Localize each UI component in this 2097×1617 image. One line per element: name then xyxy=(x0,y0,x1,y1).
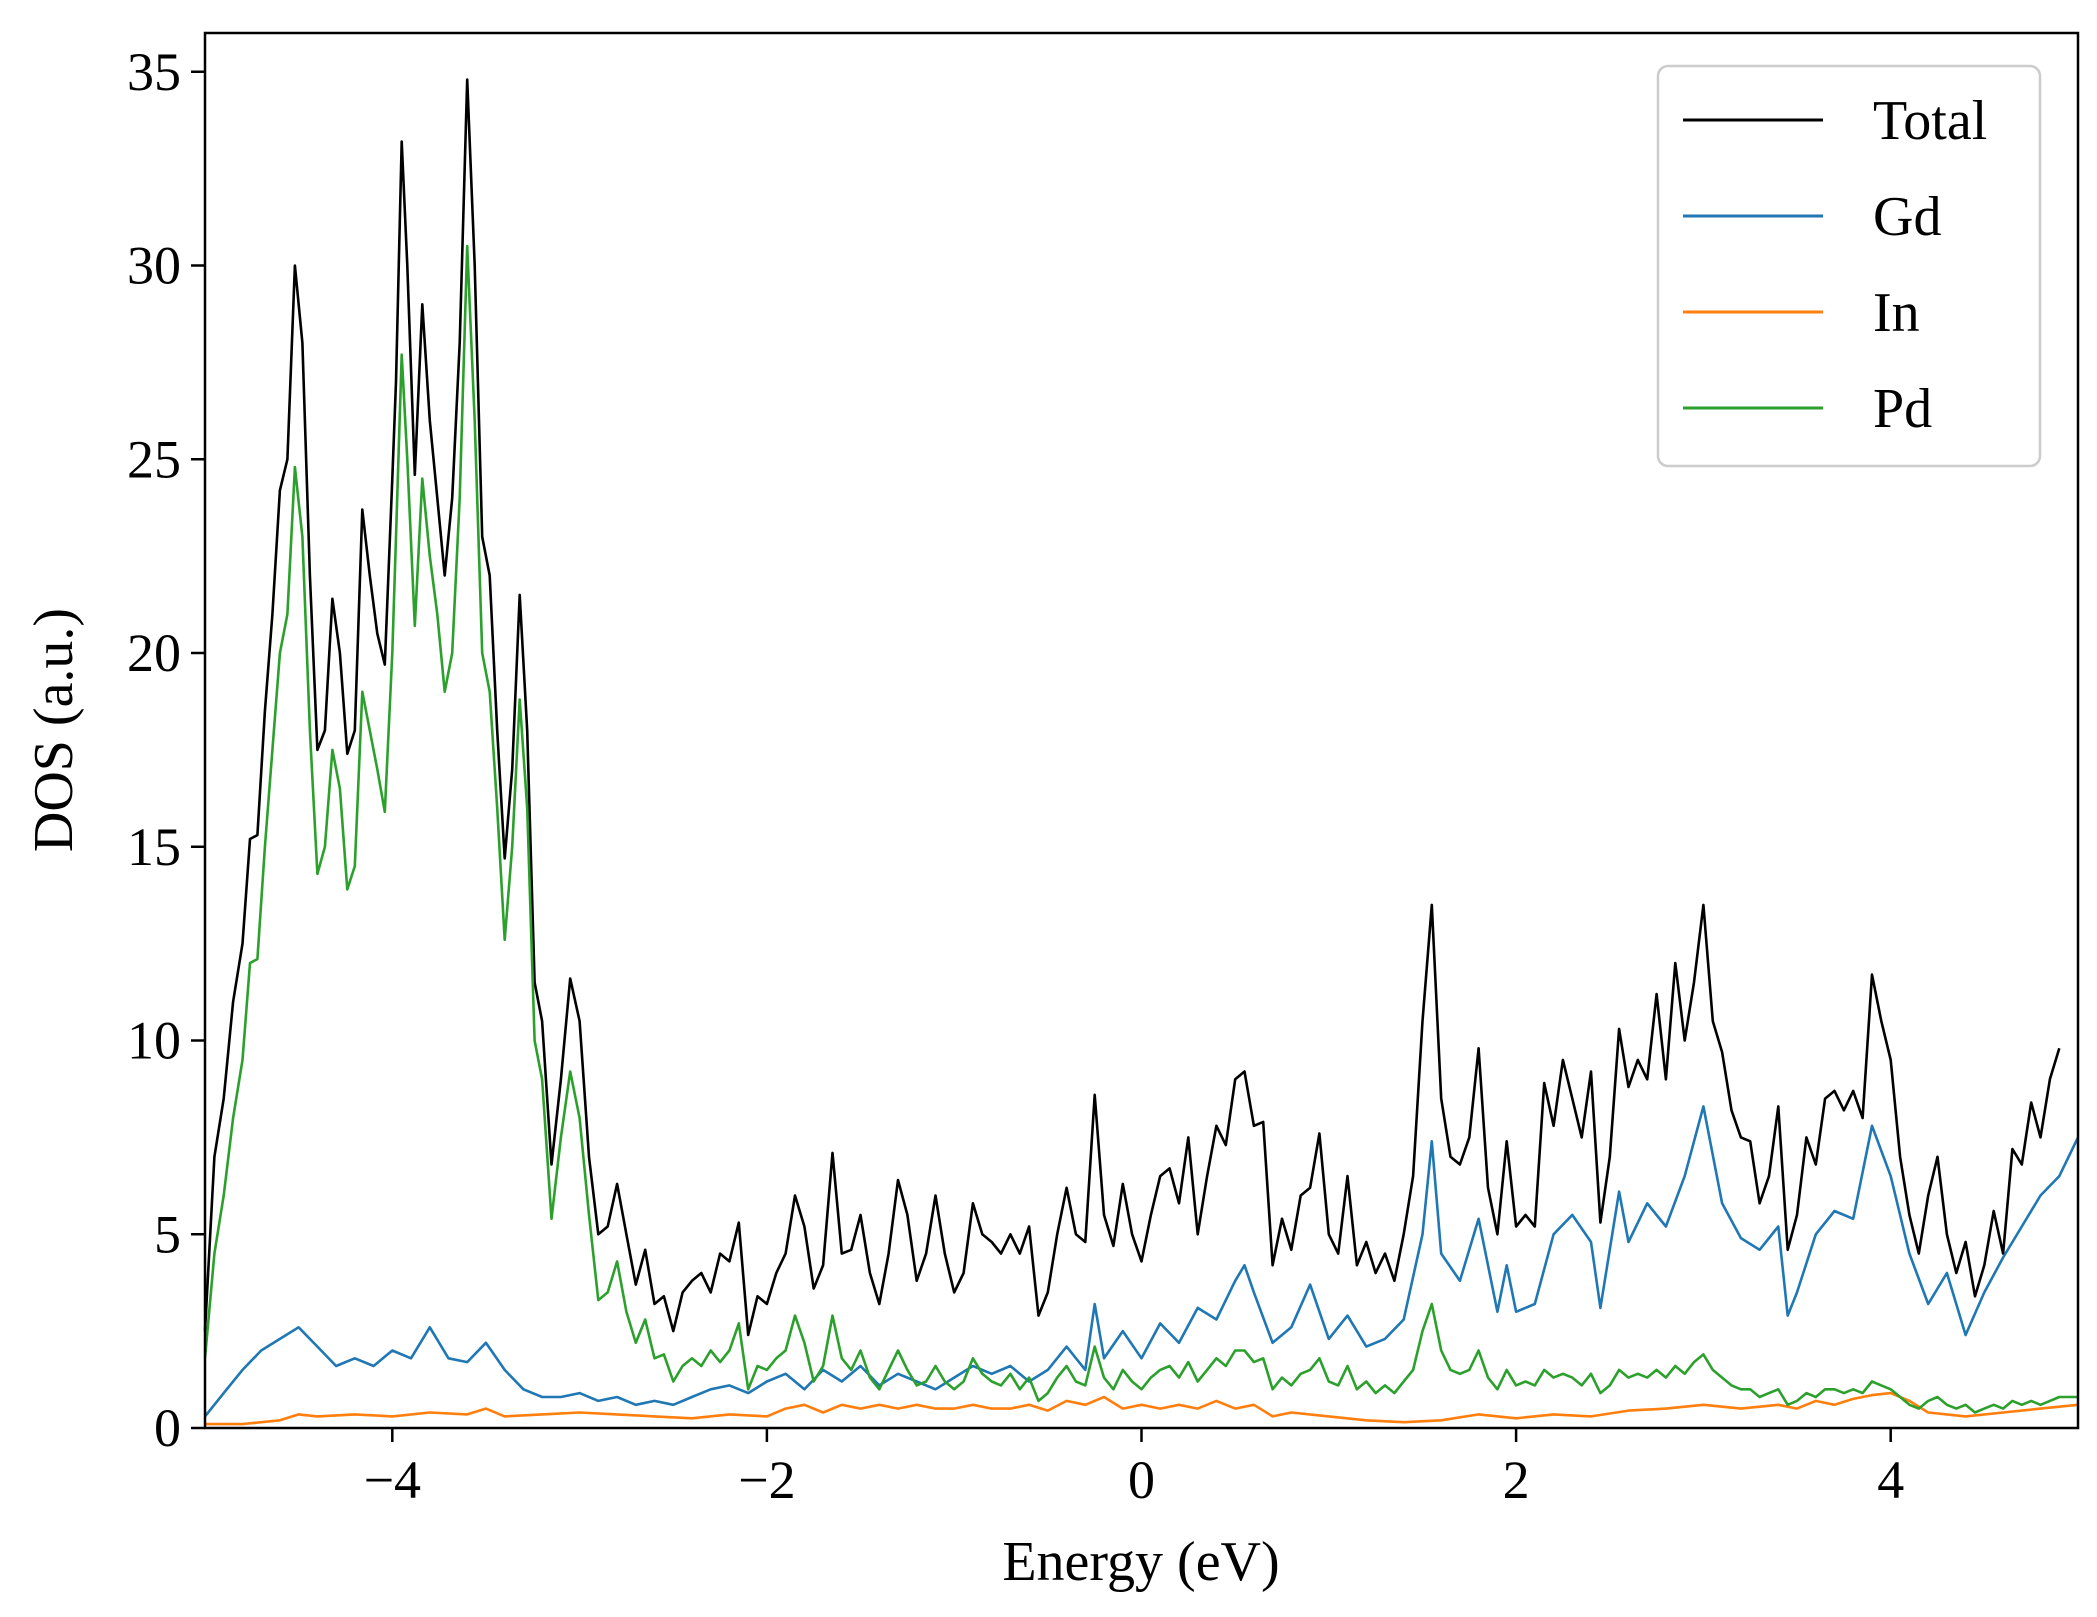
series-layer xyxy=(203,78,2080,1426)
y-axis-title: DOS (a.u.) xyxy=(23,608,85,852)
series-line-gd xyxy=(203,1105,2080,1418)
legend-label-total: Total xyxy=(1873,90,1987,152)
series-line-in xyxy=(205,1391,2079,1426)
y-tick-label: 35 xyxy=(127,42,181,102)
y-tick-label: 25 xyxy=(127,429,181,489)
x-tick-label: 4 xyxy=(1877,1450,1904,1510)
y-axis: 0 5 10 15 20 25 30 35 xyxy=(127,42,205,1458)
y-tick-label: 5 xyxy=(154,1204,181,1264)
x-tick-label: −2 xyxy=(738,1450,795,1510)
series-line-total xyxy=(203,78,2061,1337)
y-tick-label: 10 xyxy=(127,1011,181,1071)
y-tick-label: 0 xyxy=(154,1398,181,1458)
legend-box xyxy=(1656,64,2042,468)
y-tick-label: 15 xyxy=(127,817,181,877)
y-tick-label: 20 xyxy=(127,623,181,683)
x-axis-title: Energy (eV) xyxy=(1002,1531,1279,1593)
series-line-pd xyxy=(203,244,2078,1414)
x-tick-label: 2 xyxy=(1503,1450,1530,1510)
legend: Total Gd In Pd xyxy=(1656,64,2042,468)
legend-label-gd: Gd xyxy=(1873,186,1941,248)
y-tick-label: 30 xyxy=(127,236,181,296)
x-axis: −4 −2 0 2 4 xyxy=(364,1428,1904,1510)
x-tick-label: −4 xyxy=(364,1450,421,1510)
legend-label-in: In xyxy=(1873,282,1920,344)
legend-label-pd: Pd xyxy=(1873,378,1932,440)
x-tick-label: 0 xyxy=(1128,1450,1155,1510)
